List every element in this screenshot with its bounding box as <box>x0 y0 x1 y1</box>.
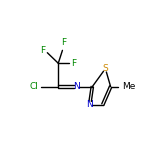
Text: Me: Me <box>122 82 135 91</box>
Text: F: F <box>40 46 45 55</box>
Text: Cl: Cl <box>30 82 39 91</box>
Text: S: S <box>102 64 108 73</box>
Text: N: N <box>86 100 93 109</box>
Text: F: F <box>71 59 76 68</box>
Text: N: N <box>73 82 80 91</box>
Text: F: F <box>61 38 66 47</box>
